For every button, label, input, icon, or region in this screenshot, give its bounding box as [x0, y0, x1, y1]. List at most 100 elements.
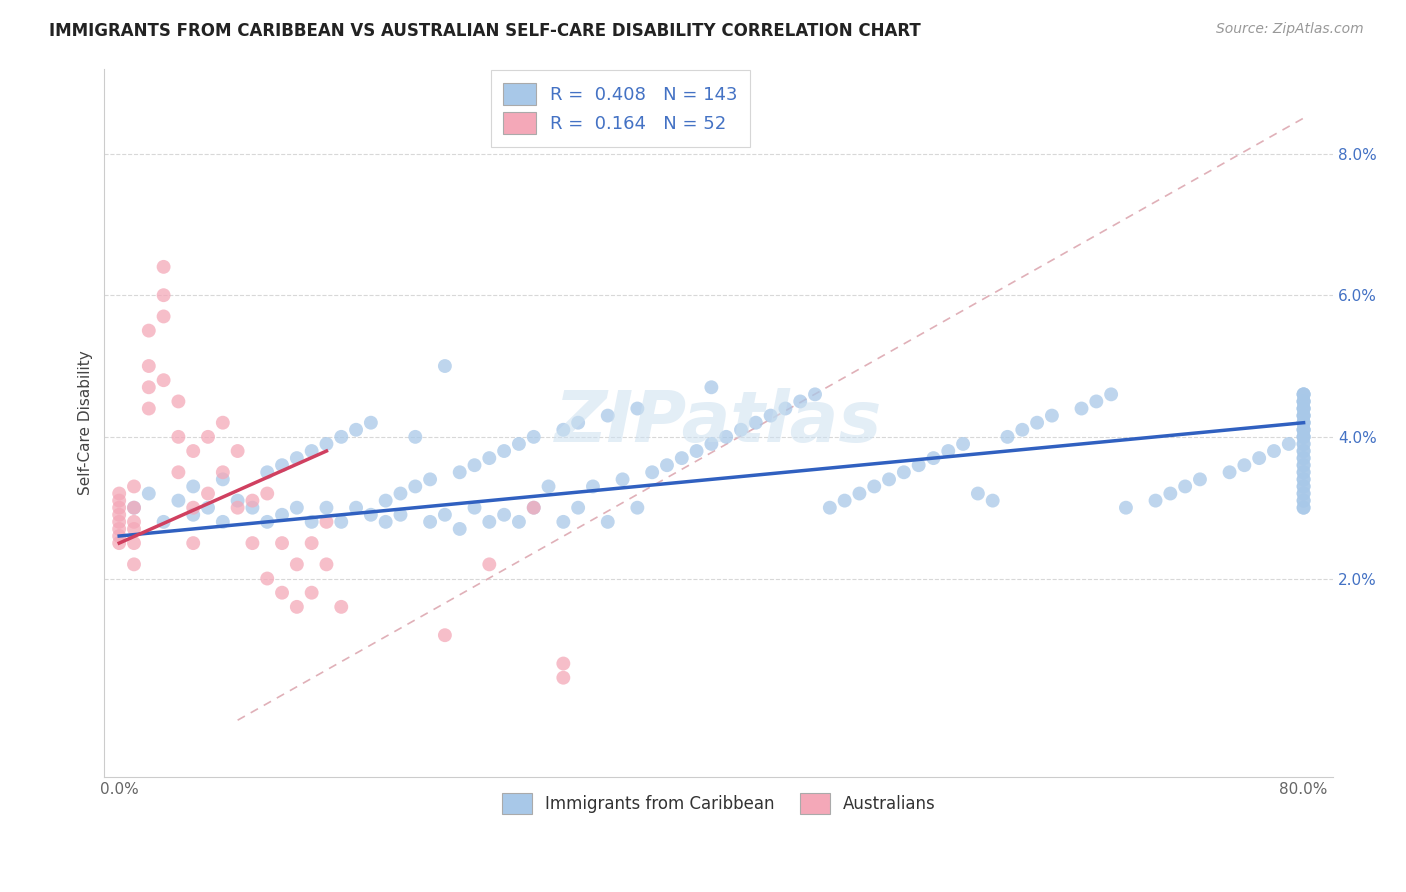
Point — [242, 500, 264, 515]
Point — [1292, 416, 1315, 430]
Point — [700, 437, 723, 451]
Point — [1292, 430, 1315, 444]
Point — [211, 472, 233, 486]
Point — [1292, 486, 1315, 500]
Point — [1292, 444, 1315, 458]
Point — [463, 458, 485, 473]
Point — [256, 486, 278, 500]
Point — [271, 585, 294, 599]
Point — [494, 444, 516, 458]
Point — [1292, 430, 1315, 444]
Point — [1292, 423, 1315, 437]
Legend: Immigrants from Caribbean, Australians: Immigrants from Caribbean, Australians — [491, 781, 948, 825]
Point — [271, 458, 294, 473]
Point — [671, 451, 693, 466]
Point — [907, 458, 929, 473]
Point — [922, 451, 945, 466]
Point — [138, 486, 160, 500]
Point — [152, 373, 174, 387]
Point — [745, 416, 768, 430]
Point — [181, 508, 204, 522]
Point — [1292, 394, 1315, 409]
Point — [122, 522, 145, 536]
Point — [374, 493, 396, 508]
Point — [1292, 472, 1315, 486]
Point — [1292, 387, 1315, 401]
Point — [730, 423, 752, 437]
Point — [301, 444, 323, 458]
Point — [167, 394, 190, 409]
Point — [226, 493, 249, 508]
Point — [1070, 401, 1092, 416]
Point — [523, 500, 546, 515]
Point — [242, 536, 264, 550]
Point — [775, 401, 797, 416]
Point — [523, 500, 546, 515]
Point — [315, 437, 337, 451]
Point — [122, 479, 145, 493]
Point — [1292, 458, 1315, 473]
Point — [553, 423, 575, 437]
Point — [449, 522, 471, 536]
Point — [197, 430, 219, 444]
Point — [226, 444, 249, 458]
Point — [1278, 437, 1301, 451]
Point — [122, 536, 145, 550]
Point — [863, 479, 886, 493]
Point — [108, 529, 131, 543]
Point — [122, 515, 145, 529]
Point — [714, 430, 737, 444]
Point — [494, 508, 516, 522]
Point — [108, 508, 131, 522]
Point — [433, 508, 456, 522]
Point — [108, 536, 131, 550]
Point — [553, 671, 575, 685]
Point — [1292, 465, 1315, 479]
Point — [1174, 479, 1197, 493]
Point — [197, 486, 219, 500]
Point — [804, 387, 827, 401]
Point — [242, 493, 264, 508]
Point — [419, 472, 441, 486]
Point — [700, 380, 723, 394]
Point — [181, 500, 204, 515]
Point — [197, 500, 219, 515]
Point — [952, 437, 974, 451]
Point — [152, 310, 174, 324]
Point — [1292, 479, 1315, 493]
Point — [818, 500, 841, 515]
Point — [449, 465, 471, 479]
Point — [834, 493, 856, 508]
Point — [1292, 416, 1315, 430]
Point — [582, 479, 605, 493]
Point — [1011, 423, 1033, 437]
Point — [181, 536, 204, 550]
Point — [108, 486, 131, 500]
Point — [108, 515, 131, 529]
Point — [537, 479, 560, 493]
Point — [301, 536, 323, 550]
Point — [553, 515, 575, 529]
Point — [1115, 500, 1137, 515]
Point — [1292, 401, 1315, 416]
Point — [108, 522, 131, 536]
Point — [641, 465, 664, 479]
Point — [152, 288, 174, 302]
Point — [360, 416, 382, 430]
Point — [344, 423, 367, 437]
Point — [108, 500, 131, 515]
Point — [612, 472, 634, 486]
Point — [1292, 479, 1315, 493]
Point — [1292, 401, 1315, 416]
Point — [1085, 394, 1108, 409]
Point — [285, 500, 308, 515]
Point — [1292, 430, 1315, 444]
Point — [138, 359, 160, 373]
Point — [122, 500, 145, 515]
Point — [256, 465, 278, 479]
Point — [315, 515, 337, 529]
Point — [138, 401, 160, 416]
Point — [152, 515, 174, 529]
Point — [315, 500, 337, 515]
Point — [655, 458, 678, 473]
